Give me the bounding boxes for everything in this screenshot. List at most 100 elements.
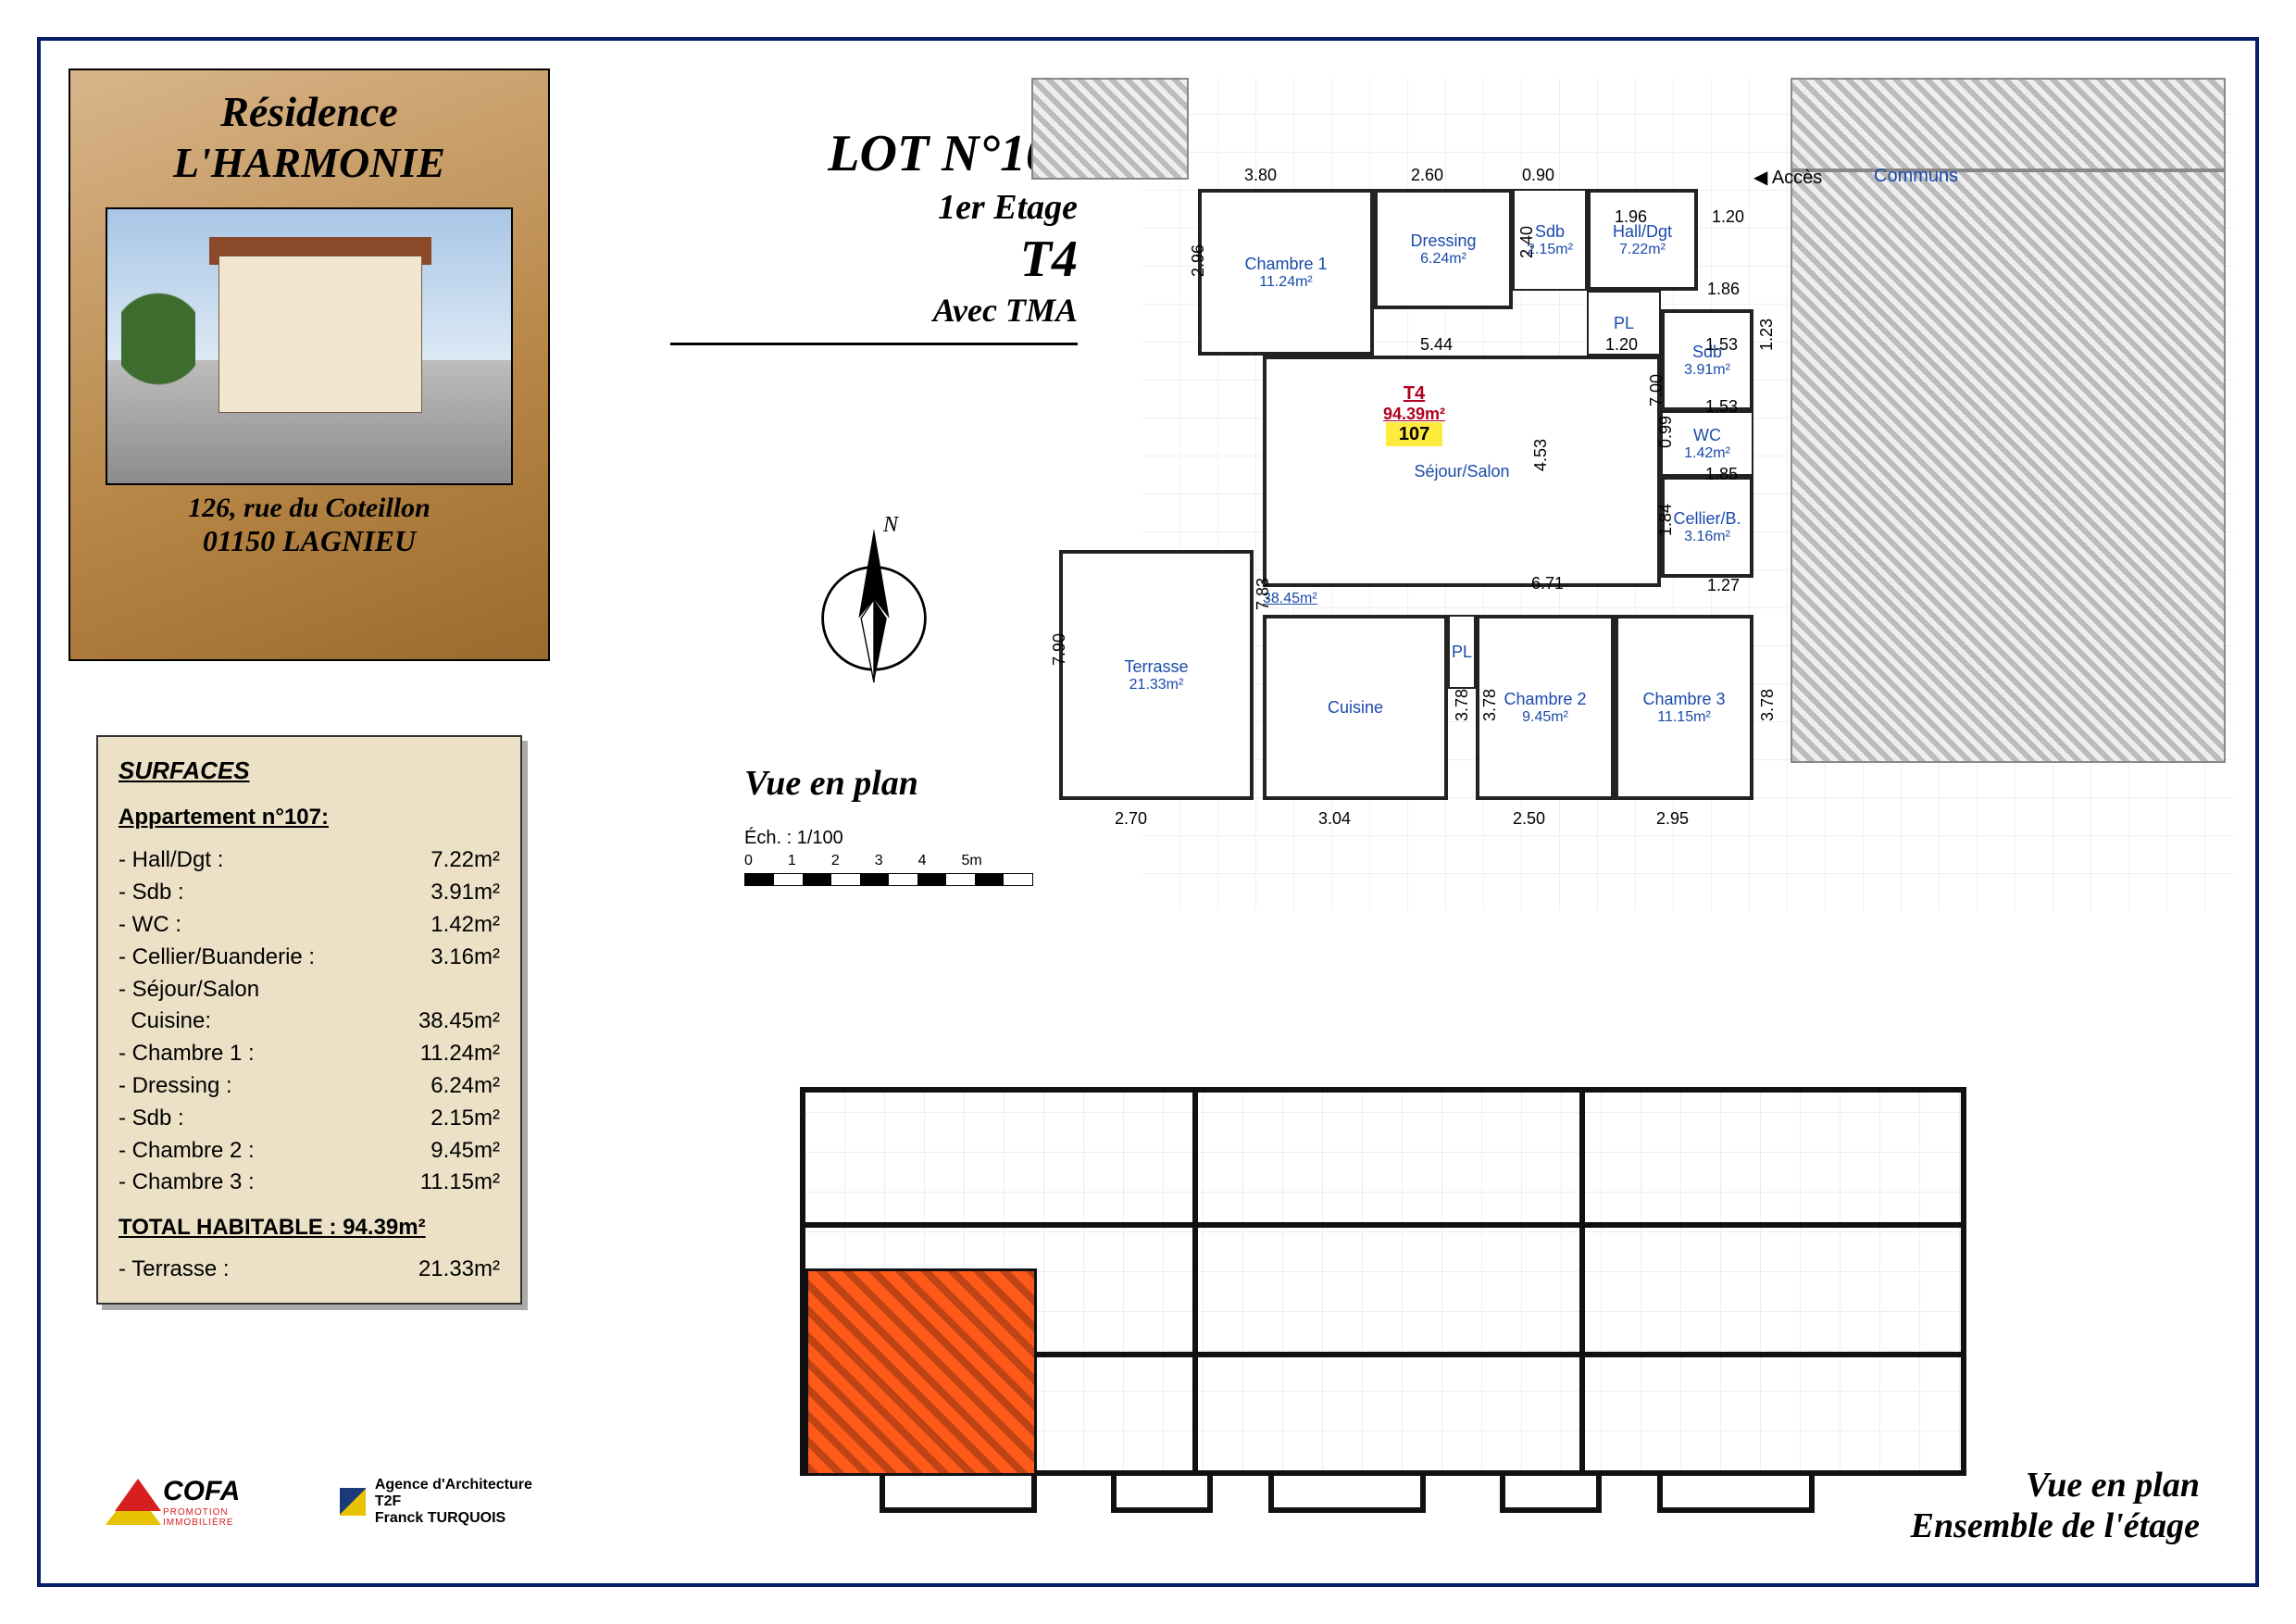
dimension: 0.99	[1656, 416, 1676, 448]
address-street: 126, rue du Coteillon	[70, 493, 548, 524]
overview-protrusion	[1268, 1476, 1426, 1513]
architect-line1: Agence d'Architecture T2F	[375, 1477, 550, 1510]
dimension: 1.23	[1757, 319, 1777, 351]
compass: N	[800, 522, 948, 707]
surfaces-box: SURFACES Appartement n°107: - Hall/Dgt :…	[96, 735, 522, 1305]
scale-tick: 1	[788, 853, 796, 869]
lot-marker: T4 94.39m² 107	[1383, 383, 1445, 445]
scale-tick: 0	[744, 853, 753, 869]
lot-marker-number: 107	[1386, 422, 1442, 446]
compass-icon	[809, 522, 939, 689]
page-frame: Résidence L'HARMONIE 126, rue du Coteill…	[37, 37, 2259, 1587]
dimension: 1.20	[1712, 207, 1744, 227]
surfaces-apartment: Appartement n°107:	[119, 802, 500, 834]
address: 126, rue du Coteillon 01150 LAGNIEU	[70, 493, 548, 558]
room-sejour: Séjour/Salon	[1263, 356, 1661, 587]
surfaces-terrasse: - Terrasse : 21.33m²	[119, 1254, 500, 1286]
lot-floor: 1er Etage	[670, 187, 1078, 228]
scale-label: Éch. : 1/100	[744, 828, 1033, 849]
scale-bar	[744, 873, 1033, 886]
room-pl_ch2: PL	[1448, 615, 1476, 689]
room-cuisine: Cuisine	[1263, 615, 1448, 800]
dimension: 1.85	[1705, 465, 1738, 484]
surface-row: - Chambre 2 :9.45m²	[119, 1135, 500, 1168]
vue-plan-label: Vue en plan	[744, 763, 918, 804]
plan-detail: Chambre 111.24m²Dressing6.24m²Sdb2.15m²H…	[1142, 78, 2235, 911]
dimension: 3.78	[1480, 689, 1500, 721]
context-right	[1791, 170, 2226, 763]
dimension: 2.50	[1513, 809, 1545, 829]
lot-type: T4	[670, 230, 1078, 289]
compass-n: N	[883, 513, 898, 538]
cofa-name: COFA	[163, 1476, 293, 1507]
dimension: 0.90	[1522, 166, 1554, 185]
architect-logo: Agence d'Architecture T2F Franck TURQUOI…	[340, 1477, 550, 1527]
overview-protrusion	[1111, 1476, 1213, 1513]
dimension: 6.71	[1531, 574, 1564, 593]
overview-protrusion	[880, 1476, 1037, 1513]
dimension: 7.90	[1050, 633, 1069, 666]
plan-overview	[800, 1087, 1966, 1476]
dimension: 1.86	[1707, 280, 1740, 299]
dimension: 2.70	[1115, 809, 1147, 829]
lot-marker-type: T4	[1383, 383, 1445, 405]
surface-row: - WC :1.42m²	[119, 909, 500, 942]
overview-highlight	[805, 1268, 1037, 1476]
dimension: 1.20	[1605, 335, 1638, 355]
room-chambre1: Chambre 111.24m²	[1198, 189, 1374, 356]
room-terrasse: Terrasse21.33m²	[1059, 550, 1254, 800]
cofa-logo: COFA PROMOTION IMMOBILIÈRE	[106, 1476, 293, 1528]
dimension: 2.60	[1411, 166, 1443, 185]
dimension: 3.78	[1758, 689, 1778, 721]
left-panel: Résidence L'HARMONIE 126, rue du Coteill…	[69, 69, 550, 1550]
dimension: 2.96	[1189, 244, 1208, 277]
dimension: 1.84	[1656, 504, 1676, 536]
dimension: 1.27	[1707, 576, 1740, 595]
surfaces-heading: SURFACES	[119, 754, 500, 789]
surfaces-total: TOTAL HABITABLE : 94.39m²	[119, 1212, 500, 1244]
surface-row: - Chambre 3 :11.15m²	[119, 1167, 500, 1199]
title-line2: L'HARMONIE	[70, 138, 548, 187]
logos: COFA PROMOTION IMMOBILIÈRE Agence d'Arch…	[106, 1476, 550, 1528]
lot-number: LOT N°107	[670, 124, 1078, 183]
surface-row: - Sdb :3.91m²	[119, 877, 500, 909]
dimension: 1.53	[1705, 335, 1738, 355]
cofa-sub: PROMOTION IMMOBILIÈRE	[163, 1507, 293, 1528]
surface-row: - Séjour/Salon	[119, 974, 500, 1006]
scale-tick: 3	[875, 853, 883, 869]
dimension: 1.53	[1705, 397, 1738, 417]
lot-underline	[670, 343, 1078, 345]
dimension: 4.53	[1531, 439, 1551, 471]
scale-tick: 5m	[962, 853, 982, 869]
scale-tick: 2	[831, 853, 840, 869]
surface-row: - Cellier/Buanderie :3.16m²	[119, 942, 500, 974]
title-block: Résidence L'HARMONIE 126, rue du Coteill…	[69, 69, 550, 661]
dimension: 3.04	[1318, 809, 1351, 829]
lot-note: Avec TMA	[670, 291, 1078, 339]
dimension: 7.00	[1647, 374, 1666, 406]
surface-row: - Chambre 1 :11.24m²	[119, 1038, 500, 1070]
title-line1: Résidence	[70, 87, 548, 136]
scale-block: Éch. : 1/100 012345m	[744, 828, 1033, 886]
dimension: 7.83	[1254, 578, 1273, 610]
dimension: 1.96	[1615, 207, 1647, 227]
address-city: 01150 LAGNIEU	[70, 524, 548, 558]
surface-row: Cuisine:38.45m²	[119, 1006, 500, 1038]
surfaces-rows: - Hall/Dgt :7.22m²- Sdb :3.91m²- WC :1.4…	[119, 844, 500, 1199]
communs-label: Communs	[1874, 166, 1958, 187]
vue-ensemble-label: Vue en plan Ensemble de l'étage	[1911, 1465, 2200, 1546]
building-photo	[106, 207, 513, 485]
cofa-icon	[106, 1479, 157, 1525]
architect-line2: Franck TURQUOIS	[375, 1510, 550, 1527]
dimension: 3.78	[1453, 689, 1472, 721]
room-sdb2: Sdb3.91m²	[1661, 309, 1753, 411]
dimension: 3.80	[1244, 166, 1277, 185]
room-hall: Hall/Dgt7.22m²	[1587, 189, 1698, 291]
context-top	[1791, 78, 2226, 170]
dimension: 2.40	[1517, 226, 1537, 258]
overview-protrusion	[1500, 1476, 1602, 1513]
lot-header: LOT N°107 1er Etage T4 Avec TMA	[670, 124, 1078, 345]
dimension: 2.95	[1656, 809, 1689, 829]
surface-row: - Hall/Dgt :7.22m²	[119, 844, 500, 877]
architect-icon	[340, 1488, 366, 1516]
